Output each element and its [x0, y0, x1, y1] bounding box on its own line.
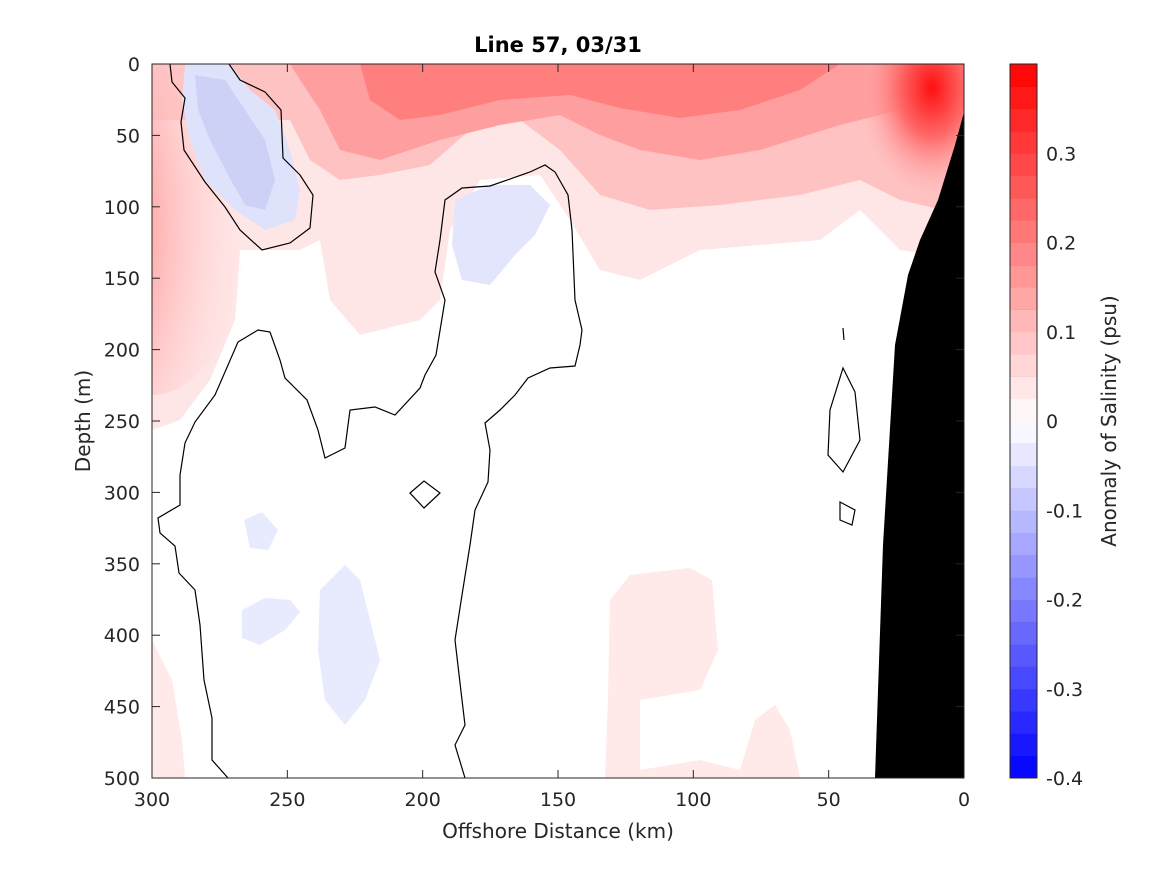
salinity-anomaly-field — [152, 64, 964, 778]
colorbar-swatch — [1010, 733, 1037, 757]
colorbar-swatch — [1010, 64, 1037, 87]
y-tick-label: 200 — [104, 340, 140, 362]
x-axis-label: Offshore Distance (km) — [442, 819, 674, 843]
contour-nearshore-loop — [827, 366, 861, 474]
y-tick-label: 500 — [104, 768, 140, 790]
zero-contours — [157, 64, 861, 778]
negative-pocket-upper-left-core — [195, 75, 275, 210]
x-tick-label: 0 — [958, 789, 970, 811]
colorbar: -0.4 -0.3 -0.2 -0.1 0 0.1 0.2 0.3 — [1009, 63, 1083, 790]
positive-deep-left — [152, 640, 185, 778]
colorbar-tick-label: 0.3 — [1046, 143, 1076, 165]
nearshore-max — [857, 64, 964, 198]
y-tick-label: 0 — [128, 54, 140, 76]
chart-title: Line 57, 03/31 — [474, 33, 642, 57]
bathymetry-mask — [875, 112, 964, 778]
x-tick-label: 100 — [675, 789, 711, 811]
upper-positive-core — [360, 64, 840, 120]
colorbar-label: Anomaly of Salinity (psu) — [1097, 295, 1121, 546]
colorbar-swatch — [1010, 443, 1037, 467]
colorbar-swatch — [1010, 264, 1037, 288]
colorbar-swatch — [1010, 711, 1037, 734]
negative-pocket-deep-3 — [244, 512, 278, 550]
colorbar-swatch — [1010, 108, 1037, 132]
colorbar-swatch — [1010, 755, 1037, 779]
contour-nearshore-tick — [842, 327, 845, 341]
colorbar-swatch — [1010, 175, 1037, 199]
colorbar-swatch — [1010, 421, 1037, 444]
contour-small-loop-200 — [409, 480, 441, 509]
x-tick-label: 300 — [134, 789, 170, 811]
colorbar-swatch — [1010, 599, 1037, 623]
colorbar-swatch — [1010, 532, 1037, 556]
positive-deep-center — [605, 568, 718, 778]
colorbar-tick-label: 0 — [1046, 411, 1058, 433]
x-tick-label: 200 — [405, 789, 441, 811]
y-tick-label: 300 — [104, 482, 140, 504]
negative-pocket-mid — [452, 185, 550, 285]
negative-pocket-deep-2 — [242, 598, 300, 645]
colorbar-swatch — [1010, 688, 1037, 712]
y-tick-label: 100 — [104, 197, 140, 219]
y-tick-label: 400 — [104, 625, 140, 647]
colorbar-swatch — [1010, 86, 1037, 110]
colorbar-swatch — [1010, 554, 1037, 578]
colorbar-swatch — [1010, 644, 1037, 667]
colorbar-swatch — [1010, 220, 1037, 243]
x-tick-label: 150 — [540, 789, 576, 811]
colorbar-swatch — [1010, 465, 1037, 489]
colorbar-swatch — [1010, 287, 1037, 310]
colorbar-tick-label: -0.3 — [1046, 679, 1083, 701]
x-axis: 300 250 200 150 100 50 0 — [134, 64, 970, 811]
y-tick-label: 150 — [104, 268, 140, 290]
colorbar-tick-label: 0.2 — [1046, 233, 1076, 255]
colorbar-swatch — [1010, 130, 1037, 154]
colorbar-tick-label: -0.2 — [1046, 590, 1083, 612]
colorbar-swatch — [1010, 309, 1037, 333]
colorbar-frame — [1009, 63, 1038, 779]
colorbar-tick-label: -0.1 — [1046, 500, 1083, 522]
y-tick-label: 350 — [104, 554, 140, 576]
contour-mid-left-lobe — [157, 164, 583, 778]
positive-deep-lower — [640, 705, 800, 778]
colorbar-swatch — [1010, 510, 1037, 534]
colorbar-swatch — [1010, 577, 1037, 600]
contour-upper-left — [169, 64, 314, 251]
colorbar-swatch — [1010, 197, 1037, 221]
colorbar-tick-label: -0.4 — [1046, 768, 1083, 790]
colorbar-swatch — [1010, 666, 1037, 690]
y-tick-label: 50 — [116, 125, 140, 147]
contour-nearshore-small — [839, 501, 856, 526]
colorbar-swatch — [1010, 354, 1037, 377]
colorbar-swatch — [1010, 331, 1037, 355]
y-tick-label: 250 — [104, 411, 140, 433]
colorbar-swatch — [1010, 242, 1037, 266]
colorbar-swatch — [1010, 487, 1037, 511]
negative-pocket-deep-1 — [318, 565, 380, 725]
y-axis-label: Depth (m) — [71, 370, 95, 472]
x-tick-label: 50 — [817, 789, 841, 811]
y-axis: 0 50 100 150 200 250 300 350 400 450 500 — [104, 54, 964, 790]
colorbar-swatch — [1010, 621, 1037, 645]
colorbar-swatch — [1010, 153, 1037, 177]
colorbar-tick-label: 0.1 — [1046, 322, 1076, 344]
x-tick-label: 250 — [269, 789, 305, 811]
y-tick-label: 450 — [104, 697, 140, 719]
colorbar-swatch — [1010, 376, 1037, 400]
colorbar-swatch — [1010, 398, 1037, 422]
